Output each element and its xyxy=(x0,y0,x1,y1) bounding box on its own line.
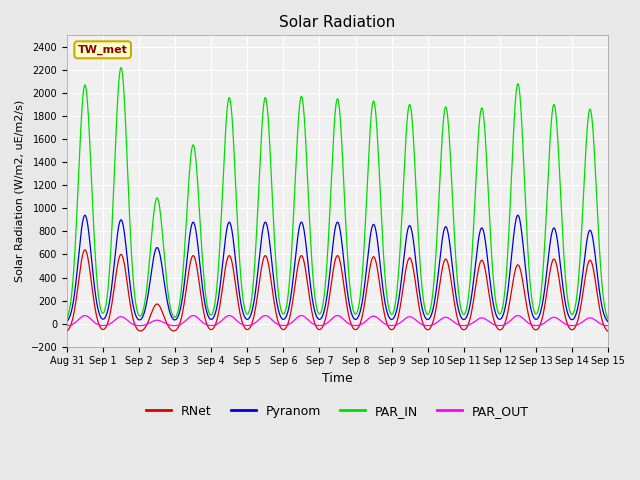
PAR_OUT xyxy=(490,322,497,327)
Pyranom xyxy=(604,318,611,324)
PAR_IN xyxy=(604,315,611,321)
Title: Solar Radiation: Solar Radiation xyxy=(279,15,396,30)
PAR_OUT xyxy=(604,323,612,329)
Line: PAR_OUT: PAR_OUT xyxy=(67,315,608,326)
Pyranom xyxy=(459,316,467,322)
PAR_IN xyxy=(161,252,168,258)
Y-axis label: Solar Radiation (W/m2, uE/m2/s): Solar Radiation (W/m2, uE/m2/s) xyxy=(15,100,25,282)
PAR_OUT xyxy=(161,320,168,326)
PAR_OUT xyxy=(604,323,611,329)
Text: TW_met: TW_met xyxy=(77,45,127,55)
RNet xyxy=(604,328,611,334)
Line: Pyranom: Pyranom xyxy=(67,215,608,322)
PAR_OUT xyxy=(63,323,71,329)
PAR_OUT xyxy=(459,323,467,328)
Pyranom xyxy=(490,301,497,307)
RNet xyxy=(161,314,168,320)
Pyranom xyxy=(317,315,325,321)
RNet xyxy=(81,247,89,252)
PAR_IN xyxy=(604,316,612,322)
RNet xyxy=(604,328,612,334)
PAR_OUT xyxy=(429,322,436,328)
Pyranom xyxy=(81,212,89,218)
PAR_IN xyxy=(429,290,436,296)
Pyranom xyxy=(429,307,436,313)
RNet xyxy=(317,326,325,332)
X-axis label: Time: Time xyxy=(322,372,353,385)
PAR_IN xyxy=(63,316,71,322)
RNet xyxy=(490,315,497,321)
PAR_IN xyxy=(490,277,497,283)
PAR_IN xyxy=(459,311,467,317)
Legend: RNet, Pyranom, PAR_IN, PAR_OUT: RNet, Pyranom, PAR_IN, PAR_OUT xyxy=(141,400,534,423)
Pyranom xyxy=(63,318,71,324)
Line: RNet: RNet xyxy=(67,250,608,331)
PAR_IN xyxy=(117,65,125,71)
Pyranom xyxy=(604,319,612,324)
Line: PAR_IN: PAR_IN xyxy=(67,68,608,319)
PAR_IN xyxy=(317,309,325,314)
PAR_OUT xyxy=(81,312,89,318)
RNet xyxy=(63,328,71,334)
Pyranom xyxy=(161,279,168,285)
PAR_OUT xyxy=(317,323,325,328)
RNet xyxy=(459,326,467,332)
RNet xyxy=(429,320,436,325)
